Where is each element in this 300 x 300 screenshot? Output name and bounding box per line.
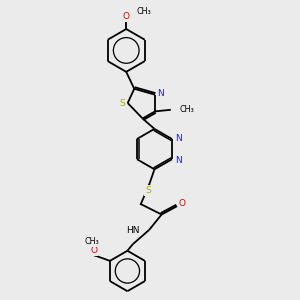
Text: N: N	[175, 156, 182, 165]
Text: O: O	[178, 199, 186, 208]
Text: CH₃: CH₃	[179, 105, 194, 114]
Text: S: S	[119, 98, 124, 107]
Text: O: O	[123, 12, 130, 21]
Text: HN: HN	[126, 226, 140, 235]
Text: S: S	[145, 186, 151, 195]
Text: CH₃: CH₃	[136, 7, 152, 16]
Text: N: N	[175, 134, 182, 142]
Text: O: O	[90, 246, 97, 255]
Text: CH₃: CH₃	[85, 237, 99, 246]
Text: N: N	[157, 89, 164, 98]
